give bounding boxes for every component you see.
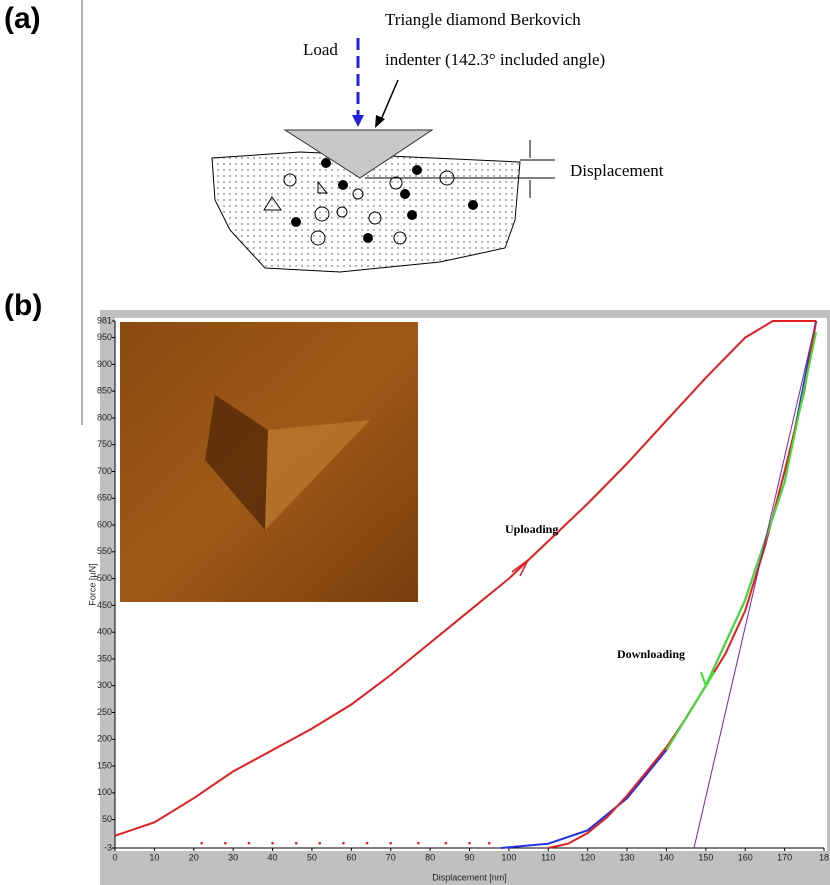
x-tick-label: 18 (819, 852, 829, 862)
point (247, 841, 251, 845)
x-tick-label: 140 (659, 852, 674, 862)
indenter (283, 129, 434, 179)
point (342, 841, 345, 845)
indenter-label: Triangle diamond Berkovich (385, 10, 581, 29)
y-tick-label: 700 (97, 466, 112, 476)
y-tick-label: 500 (97, 573, 112, 583)
y-tick-label: 450 (97, 600, 112, 610)
y-tick-label: 981 (97, 315, 112, 325)
displacement-label: Displacement (570, 161, 664, 180)
point (468, 841, 471, 845)
x-tick-label: 70 (386, 852, 396, 862)
y-tick-label: 850 (97, 386, 112, 396)
y-axis-label: Force [µN] (87, 563, 97, 605)
x-tick-label: 60 (346, 852, 356, 862)
diagram: Load Triangle diamond Berkovich indenter… (211, 10, 664, 273)
afm-indent (265, 420, 370, 530)
x-tick-label: 30 (228, 852, 238, 862)
y-tick-label: 200 (97, 734, 112, 744)
y-tick-label: 400 (97, 627, 112, 637)
point (365, 841, 369, 845)
point (389, 841, 393, 845)
x-tick-label: 170 (777, 852, 792, 862)
y-tick-label: 100 (97, 787, 112, 797)
x-tick-label: 0 (112, 852, 117, 862)
panel-label: (b) (4, 289, 42, 322)
point (200, 841, 203, 845)
particles (291, 158, 478, 243)
y-tick-label: 150 (97, 760, 112, 770)
x-tick-label: 80 (425, 852, 435, 862)
annotation: Uploading (505, 522, 558, 536)
y-tick-label: 900 (97, 359, 112, 369)
y-tick-label: 800 (97, 412, 112, 422)
point (318, 841, 322, 845)
point (444, 841, 448, 845)
y-tick-label: 750 (97, 439, 112, 449)
y-tick-label: 650 (97, 493, 112, 503)
x-tick-label: 20 (189, 852, 199, 862)
x-tick-label: 90 (464, 852, 474, 862)
x-tick-label: 120 (580, 852, 595, 862)
point (271, 841, 274, 845)
y-tick-label: 950 (97, 332, 112, 342)
indenter-label: indenter (142.3° included angle) (385, 50, 605, 69)
curve (693, 320, 817, 849)
x-tick-label: 10 (149, 852, 159, 862)
panel-label: (a) (4, 2, 41, 35)
x-tick-label: 130 (620, 852, 635, 862)
curve (665, 331, 818, 751)
arrow-head (375, 115, 385, 128)
annotation: Downloading (617, 647, 685, 661)
y-tick-label: 300 (97, 680, 112, 690)
x-tick-label: 40 (268, 852, 278, 862)
x-axis-label: Displacement [nm] (432, 872, 507, 882)
arrow-head (352, 115, 364, 127)
afm-indent (205, 395, 268, 530)
y-tick-label: 50 (102, 814, 112, 824)
y-tick-label: 350 (97, 653, 112, 663)
y-tick-label: 250 (97, 707, 112, 717)
point (487, 841, 491, 845)
y-tick-label: 600 (97, 519, 112, 529)
x-tick-label: 100 (501, 852, 516, 862)
x-tick-label: 160 (738, 852, 753, 862)
direction-arrow (700, 671, 715, 689)
point (294, 841, 298, 845)
y-tick-label: -3 (104, 842, 112, 852)
x-tick-label: 110 (541, 852, 555, 862)
curve (114, 320, 817, 837)
direction-arrow (511, 559, 529, 577)
sample (211, 151, 521, 273)
point (416, 841, 420, 845)
point (223, 841, 227, 845)
particles (263, 170, 455, 246)
y-tick-label: 550 (97, 546, 112, 556)
load-label: Load (303, 40, 338, 59)
x-tick-label: 50 (307, 852, 317, 862)
x-tick-label: 150 (698, 852, 713, 862)
pointer (379, 79, 399, 123)
